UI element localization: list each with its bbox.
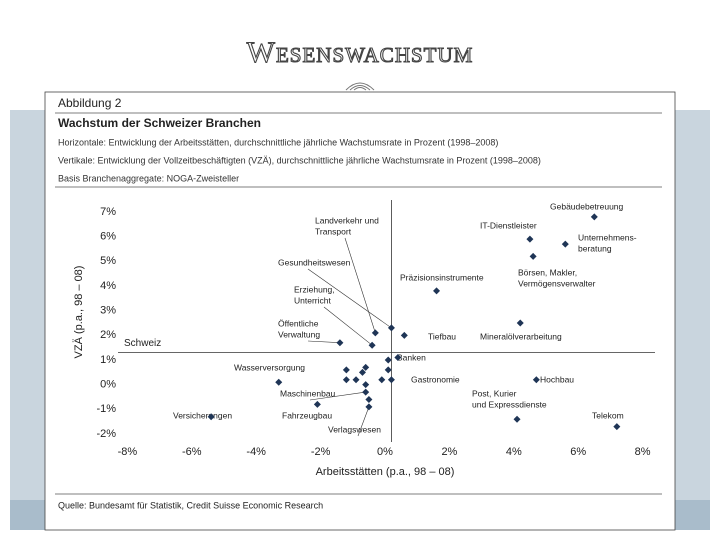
figure-title: Wachstum der Schweizer Branchen [58, 116, 261, 130]
point-label: beratung [578, 243, 612, 253]
y-tick-label: 1% [100, 354, 116, 366]
point [362, 363, 370, 371]
point [365, 395, 373, 403]
point [516, 319, 524, 327]
slide-title: Wesenswachstum [247, 36, 474, 69]
leader-line [307, 268, 392, 329]
leader-line [344, 237, 376, 333]
x-tick-label: -4% [246, 446, 266, 458]
x-axis-title: Arbeitsstätten (p.a., 98 – 08) [316, 466, 455, 478]
point-label: IT-Dienstleister [480, 220, 537, 230]
point-label: Fahrzeugbau [282, 410, 332, 420]
point-label: Tiefbau [428, 331, 456, 341]
point-label: Post, Kurier [472, 388, 517, 398]
point [384, 356, 392, 364]
point-label: und Expressdienste [472, 399, 547, 409]
y-tick-label: 6% [100, 231, 116, 243]
point-label: Unternehmens- [578, 232, 637, 242]
y-tick-label: 0% [100, 379, 116, 391]
point-label: Wasserversorgung [234, 362, 305, 372]
point [384, 366, 392, 374]
point [342, 376, 350, 384]
point [433, 287, 441, 295]
point-label: Mineralölverarbeitung [480, 331, 562, 341]
point-label: Banken [397, 352, 426, 362]
point-label: Telekom [592, 410, 624, 420]
point [590, 213, 598, 221]
point-label: Hochbau [540, 374, 574, 384]
point [358, 368, 366, 376]
point [371, 329, 379, 337]
x-tick-label: -2% [311, 446, 331, 458]
plot: 7%6%5%4%3%2%1%0%-1%-2%-8% -6% -4% -2% 0% 2% 4%… [96, 200, 655, 458]
y-tick-label: -1% [96, 403, 116, 415]
point-label: Börsen, Makler, [518, 267, 577, 277]
point [362, 381, 370, 389]
point-label: Maschinenbau [280, 388, 336, 398]
point [561, 240, 569, 248]
figure-panel [44, 91, 676, 531]
point-label: Versicherungen [173, 410, 232, 420]
point [400, 331, 408, 339]
y-tick-label: 7% [100, 206, 116, 218]
point-label: Öffentliche [278, 318, 319, 328]
x-tick-label: -6% [182, 446, 202, 458]
point [342, 366, 350, 374]
point [207, 413, 215, 421]
point [362, 388, 370, 396]
point [532, 376, 540, 384]
point [394, 354, 402, 362]
point [513, 415, 521, 423]
point [275, 378, 283, 386]
point-label: Verlagswesen [328, 424, 381, 434]
x-tick-label: 8% [635, 446, 651, 458]
point-label: Präzisionsinstrumente [400, 272, 484, 282]
point-label: Verwaltung [278, 329, 320, 339]
figure-note: Vertikale: Entwicklung der Vollzeitbesch… [58, 155, 541, 165]
y-tick-label: 4% [100, 280, 116, 292]
leader-line [309, 391, 366, 401]
point-label: Vermögensverwalter [518, 278, 596, 288]
point [529, 252, 537, 260]
point [313, 400, 321, 408]
leader-line [307, 340, 340, 344]
point [336, 339, 344, 347]
y-tick-label: 3% [100, 305, 116, 317]
point [378, 376, 386, 384]
y-tick-label: -2% [96, 428, 116, 440]
point-label: Transport [315, 226, 352, 236]
x-tick-label: 6% [570, 446, 586, 458]
figure-number: Abbildung 2 [58, 96, 122, 110]
y-tick-label: 5% [100, 255, 116, 267]
leader-line [323, 306, 373, 346]
ornament [345, 82, 375, 91]
point [387, 376, 395, 384]
figure-note: Basis Branchenaggregate: NOGA-Zweistelle… [58, 173, 239, 183]
figure-note: Horizontale: Entwicklung der Arbeitsstät… [58, 137, 498, 147]
point [368, 341, 376, 349]
point-label: Unterricht [294, 295, 331, 305]
point [365, 403, 373, 411]
point-label: Gebäudebetreuung [550, 201, 624, 211]
point [387, 324, 395, 332]
point-label: Erziehung, [294, 284, 335, 294]
x-tick-label: -8% [118, 446, 138, 458]
point-label: Landverkehr und [315, 215, 379, 225]
point [352, 376, 360, 384]
x-tick-label: 4% [506, 446, 522, 458]
x-tick-label: 2% [441, 446, 457, 458]
x-tick-label: 0% [377, 446, 393, 458]
y-axis-title: VZÄ (p.a., 98 – 08) [73, 266, 85, 359]
source: Quelle: Bundesamt für Statistik, Credit … [58, 500, 323, 510]
point-label: Gesundheitswesen [278, 257, 351, 267]
point-label: Gastronomie [411, 374, 460, 384]
reference-label: Schweiz [124, 338, 161, 349]
point [613, 423, 621, 431]
y-tick-label: 2% [100, 329, 116, 341]
point [526, 235, 534, 243]
leader-line [357, 406, 370, 437]
